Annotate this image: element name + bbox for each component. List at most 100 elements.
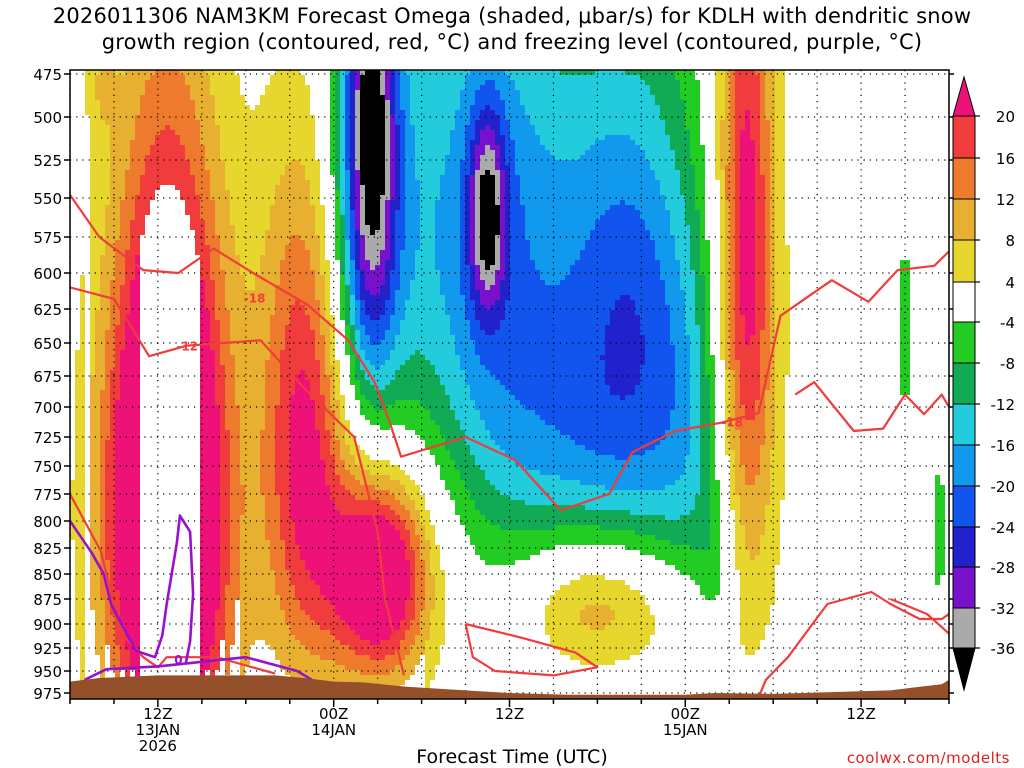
omega-cell	[625, 295, 630, 395]
omega-cell	[135, 195, 140, 255]
y-tick-label: 650	[33, 335, 62, 353]
omega-cell	[305, 650, 310, 690]
omega-cell	[350, 435, 355, 455]
omega-cell	[135, 115, 140, 195]
omega-cell	[205, 70, 210, 75]
omega-cell	[465, 70, 470, 75]
omega-cell	[525, 505, 530, 530]
omega-cell	[645, 515, 650, 535]
omega-cell	[440, 435, 445, 480]
omega-cell	[210, 70, 215, 95]
omega-cell	[635, 75, 640, 145]
omega-cell	[120, 285, 125, 350]
omega-cell	[500, 495, 505, 530]
omega-cell	[475, 120, 480, 145]
omega-cell	[530, 70, 535, 125]
omega-cell	[735, 360, 740, 430]
omega-cell	[670, 545, 675, 565]
omega-cell	[545, 425, 550, 475]
omega-cell	[375, 70, 380, 230]
omega-cell	[495, 330, 500, 380]
omega-cell	[520, 405, 525, 465]
omega-cell	[680, 515, 685, 545]
y-axis: 475 500 525 550 575 600 625 650 675 700 725 750 775 8…	[33, 66, 954, 703]
omega-cell	[645, 490, 650, 515]
omega-cell	[560, 435, 565, 480]
omega-cell	[590, 145, 595, 230]
omega-cell	[905, 260, 910, 395]
omega-cell	[295, 375, 300, 545]
omega-cell	[445, 315, 450, 395]
omega-cell	[285, 245, 290, 325]
omega-cell	[525, 240, 530, 410]
omega-cell	[395, 465, 400, 480]
omega-cell	[405, 510, 410, 530]
omega-cell	[640, 220, 645, 335]
omega-cell	[670, 235, 675, 345]
omega-cell	[295, 545, 300, 600]
omega-cell	[465, 445, 470, 490]
omega-cell	[535, 530, 540, 555]
omega-cell	[400, 110, 405, 250]
contour-label: 0	[174, 653, 182, 667]
omega-cell	[495, 205, 500, 235]
omega-cell	[660, 120, 665, 195]
omega-cell	[415, 350, 420, 400]
omega-cell	[635, 145, 640, 210]
omega-cell	[475, 170, 480, 265]
omega-cell	[445, 155, 450, 315]
colorbar-bin	[952, 239, 976, 283]
omega-cell	[485, 80, 490, 105]
colorbar-label: -8	[1000, 355, 1015, 373]
colorbar-bin	[952, 115, 976, 159]
omega-cell	[490, 265, 495, 285]
y-tick-label: 725	[33, 429, 62, 447]
omega-cell	[205, 170, 210, 245]
omega-cell	[590, 510, 595, 525]
omega-cell	[780, 70, 785, 500]
omega-cell	[670, 70, 675, 150]
omega-cell	[375, 230, 380, 265]
omega-cell	[530, 530, 535, 555]
omega-cell	[350, 515, 355, 630]
omega-cell	[375, 475, 380, 490]
omega-cell	[380, 505, 385, 515]
omega-cell	[645, 605, 650, 645]
omega-cell	[120, 75, 125, 200]
omega-cell	[495, 170, 500, 205]
omega-cell	[230, 70, 235, 225]
omega-cell	[640, 515, 645, 535]
omega-cell	[485, 145, 490, 170]
omega-cell	[390, 315, 395, 350]
omega-cell	[625, 530, 630, 550]
omega-cell	[600, 510, 605, 530]
omega-cell	[510, 80, 515, 140]
omega-cell	[385, 200, 390, 260]
omega-cell	[115, 400, 120, 590]
omega-cell	[235, 405, 240, 600]
omega-cell	[340, 70, 345, 215]
omega-cell	[635, 490, 640, 515]
omega-cell	[465, 385, 470, 445]
omega-cell	[690, 70, 695, 165]
omega-cell	[430, 610, 435, 680]
omega-cell	[390, 480, 395, 495]
omega-cell	[545, 150, 550, 285]
omega-cell	[525, 115, 530, 240]
omega-cell	[135, 255, 140, 685]
omega-cell	[650, 490, 655, 515]
omega-cell	[345, 70, 350, 75]
omega-cell	[480, 175, 485, 260]
omega-cell	[375, 265, 380, 295]
colorbar-label: -12	[991, 396, 1016, 414]
omega-cell	[635, 385, 640, 455]
omega-cell	[345, 470, 350, 490]
omega-cell	[555, 160, 560, 285]
omega-cell	[355, 635, 360, 655]
omega-cell	[515, 70, 520, 90]
omega-cell	[745, 110, 750, 345]
omega-cell	[660, 490, 665, 515]
y-tick-label: 950	[33, 663, 62, 681]
omega-cell	[630, 590, 635, 655]
omega-cell	[310, 270, 315, 330]
